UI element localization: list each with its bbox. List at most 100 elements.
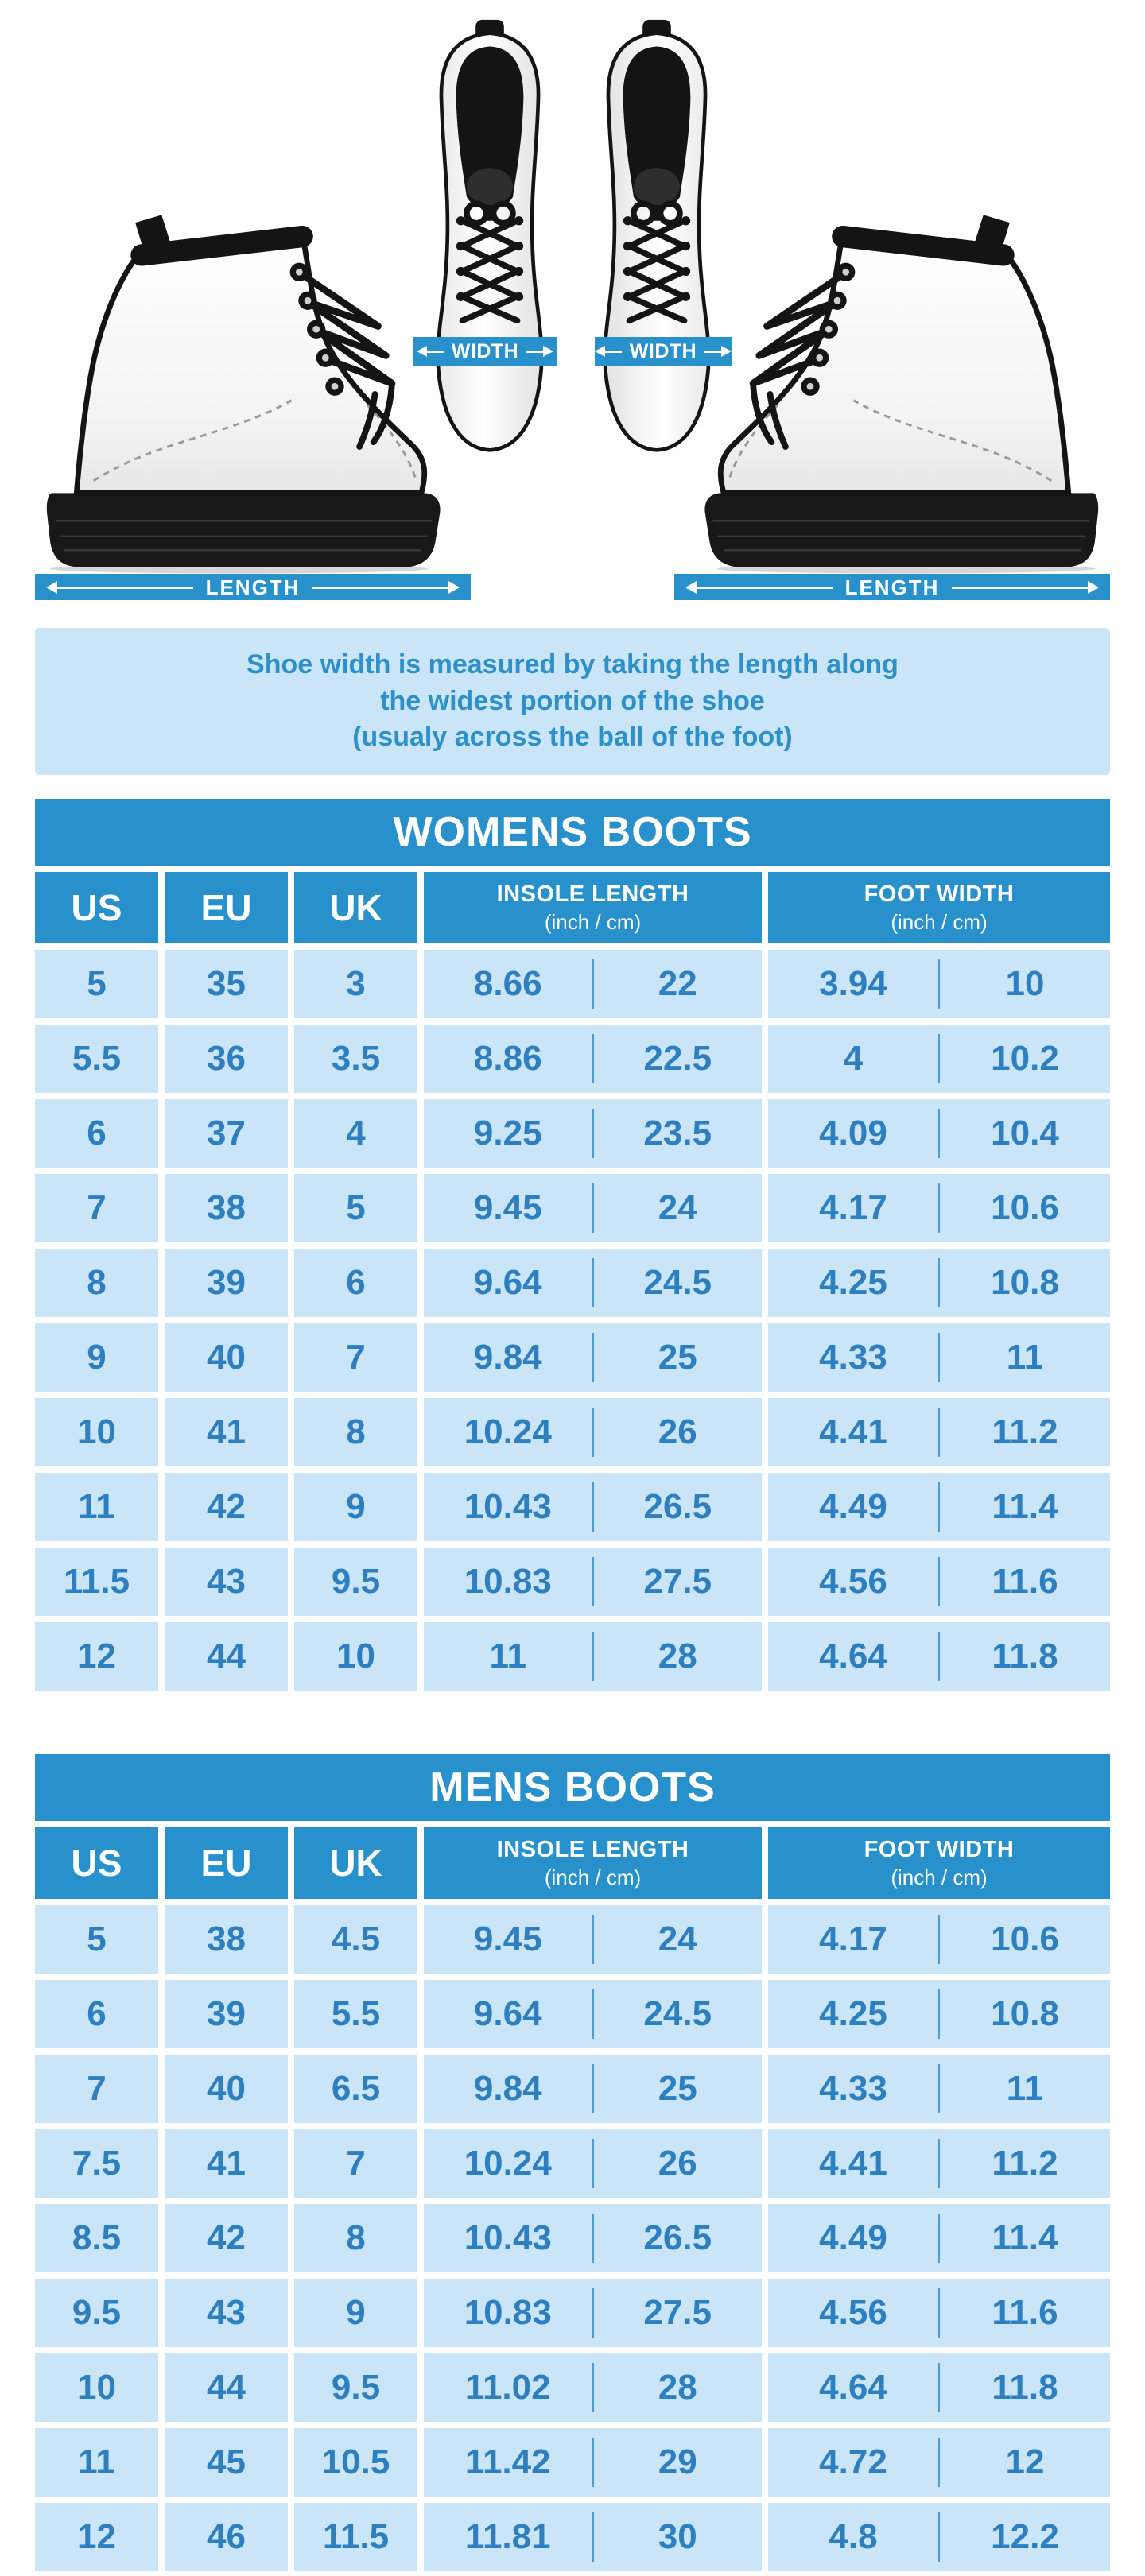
foot-cm-value: 11	[1006, 2069, 1044, 2108]
insole-inch-value: 10.43	[464, 1487, 552, 1526]
insole-length-cell: 9.64 24.5	[424, 1980, 762, 2048]
foot-inch-value: 4.09	[819, 1114, 887, 1152]
left-boot-side-image	[46, 215, 441, 574]
insole-cm-value: 24	[658, 1188, 697, 1227]
header-foot-width: FOOT WIDTH (inch / cm)	[768, 872, 1110, 943]
foot-cm-value: 11.4	[992, 1487, 1058, 1526]
arrow-left-icon	[594, 346, 622, 357]
divider	[938, 1258, 940, 1307]
foot-cm-value: 10.4	[991, 1114, 1059, 1152]
insole-inch-value: 8.66	[473, 964, 542, 1003]
insole-length-cell: 9.25 23.5	[424, 1099, 762, 1168]
uk-size-cell: 9.5	[294, 1548, 417, 1616]
table-row: 12 44 10 11 28 4.64 11.8	[35, 1622, 1110, 1691]
insole-length-cell: 11.02 28	[424, 2353, 762, 2422]
divider	[592, 2288, 594, 2338]
eu-size-cell: 35	[165, 950, 288, 1018]
foot-width-cell: 4.17 10.6	[768, 1905, 1110, 1974]
divider	[592, 2438, 594, 2487]
foot-inch-value: 4.41	[819, 1412, 887, 1451]
divider	[938, 2288, 940, 2338]
divider	[592, 1482, 594, 1532]
us-size-cell: 11	[35, 2428, 158, 2497]
divider	[592, 1632, 594, 1681]
eu-size-cell: 40	[165, 1323, 288, 1392]
eu-size-cell: 39	[165, 1980, 288, 2048]
divider	[592, 959, 594, 1009]
foot-width-cell: 4.64 11.8	[768, 1622, 1110, 1691]
insole-cm-value: 26.5	[643, 2218, 712, 2257]
divider	[938, 2214, 940, 2263]
foot-inch-value: 4.25	[819, 1263, 887, 1302]
foot-cm-value: 10	[1005, 964, 1045, 1003]
table-row: 9 40 7 9.84 25 4.33 11	[35, 1323, 1110, 1392]
uk-size-cell: 5	[294, 1174, 417, 1242]
us-size-cell: 9	[35, 1323, 158, 1392]
divider	[592, 2214, 594, 2263]
insole-cm-value: 30	[658, 2517, 697, 2556]
divider	[938, 2139, 940, 2188]
divider	[938, 1408, 940, 1457]
arrow-left-icon	[685, 580, 833, 594]
uk-size-cell: 5.5	[294, 1980, 417, 2048]
insole-inch-value: 11.02	[464, 2368, 551, 2407]
insole-length-cell: 9.84 25	[424, 1323, 762, 1392]
foot-inch-value: 4.33	[819, 2069, 887, 2108]
womens-table-body: 5 35 3 8.66 22 3.94 10 5.5 36 3.5 8.86 2…	[35, 950, 1110, 1691]
foot-inch-value: 4.17	[819, 1919, 887, 1958]
eu-size-cell: 38	[165, 1174, 288, 1242]
divider	[938, 2438, 940, 2487]
uk-size-cell: 9	[294, 2279, 417, 2347]
table-row: 8 39 6 9.64 24.5 4.25 10.8	[35, 1249, 1110, 1317]
divider	[938, 1482, 940, 1532]
insole-inch-value: 11	[489, 1637, 526, 1675]
table-row: 5 35 3 8.66 22 3.94 10	[35, 950, 1110, 1018]
foot-width-cell: 4.49 11.4	[768, 1473, 1110, 1541]
insole-cm-value: 26	[658, 2144, 697, 2183]
foot-inch-value: 4.25	[819, 1994, 887, 2033]
insole-length-cell: 10.43 26.5	[424, 2204, 762, 2272]
divider	[938, 1034, 940, 1083]
divider	[592, 1408, 594, 1457]
foot-width-cell: 4.25 10.8	[768, 1980, 1110, 2048]
foot-width-cell: 4.41 11.2	[768, 1398, 1110, 1466]
measurement-note: Shoe width is measured by taking the len…	[35, 628, 1110, 775]
table-row: 7 40 6.5 9.84 25 4.33 11	[35, 2055, 1110, 2123]
header-us: US	[35, 872, 158, 943]
insole-length-cell: 8.86 22.5	[424, 1025, 762, 1093]
top-view-left-shoe-image	[436, 19, 544, 452]
insole-inch-value: 10.24	[464, 2144, 552, 2183]
note-line-3: (usualy across the ball of the foot)	[352, 722, 793, 753]
foot-cm-value: 11.2	[992, 1412, 1058, 1451]
insole-length-cell: 9.64 24.5	[424, 1249, 762, 1317]
foot-cm-value: 11	[1006, 1338, 1044, 1377]
insole-length-cell: 11 28	[424, 1622, 762, 1691]
foot-width-cell: 4.09 10.4	[768, 1099, 1110, 1168]
divider	[592, 1915, 594, 1964]
arrow-left-icon	[416, 346, 444, 357]
insole-length-cell: 10.43 26.5	[424, 1473, 762, 1541]
eu-size-cell: 42	[165, 1473, 288, 1541]
length-label: LENGTH	[844, 575, 940, 599]
eu-size-cell: 43	[165, 1548, 288, 1616]
foot-width-cell: 4.72 12	[768, 2428, 1110, 2497]
uk-size-cell: 8	[294, 2204, 417, 2272]
insole-length-cell: 9.45 24	[424, 1174, 762, 1242]
uk-size-cell: 10.5	[294, 2428, 417, 2497]
foot-inch-value: 4.64	[819, 1637, 887, 1675]
us-size-cell: 8	[35, 1249, 158, 1317]
eu-size-cell: 38	[165, 1905, 288, 1974]
divider	[938, 1333, 940, 1382]
foot-inch-value: 4.17	[819, 1188, 887, 1227]
divider	[938, 2363, 940, 2412]
us-size-cell: 6	[35, 1099, 158, 1168]
divider	[592, 1557, 594, 1606]
table-row: 7 38 5 9.45 24 4.17 10.6	[35, 1174, 1110, 1242]
foot-width-cell: 4.8 12.2	[768, 2503, 1110, 2571]
table-row: 10 44 9.5 11.02 28 4.64 11.8	[35, 2353, 1110, 2422]
insole-inch-value: 10.43	[464, 2218, 552, 2257]
foot-cm-value: 11.8	[992, 1637, 1058, 1675]
insole-length-cell: 11.81 30	[424, 2503, 762, 2571]
us-size-cell: 10	[35, 2353, 158, 2422]
